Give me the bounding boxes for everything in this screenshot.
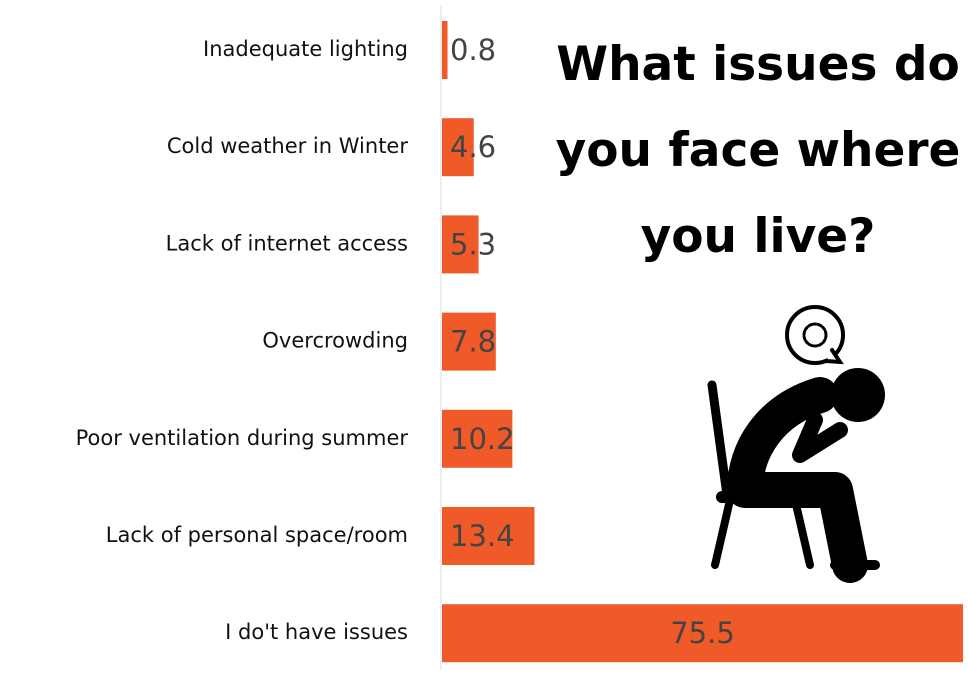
category-label: Overcrowding xyxy=(262,329,408,353)
category-label: Lack of personal space/room xyxy=(106,523,408,547)
value-label: 7.8 xyxy=(450,325,496,359)
bar xyxy=(442,409,513,468)
bar xyxy=(442,604,963,663)
bar xyxy=(442,21,448,79)
value-label: 4.6 xyxy=(450,130,496,164)
chart-title: What issues do you face where you live? xyxy=(555,37,961,264)
value-label: 5.3 xyxy=(450,227,496,261)
category-label: I do't have issues xyxy=(225,620,408,644)
value-label: 13.4 xyxy=(450,519,515,553)
bar xyxy=(442,118,474,177)
bar xyxy=(442,507,535,565)
value-label: 75.5 xyxy=(670,616,735,650)
value-label: 10.2 xyxy=(450,422,515,456)
category-label: Lack of internet access xyxy=(166,231,408,255)
bar xyxy=(442,215,479,274)
worried-person-icon xyxy=(707,305,885,583)
value-label: 0.8 xyxy=(450,33,496,67)
bar xyxy=(442,312,496,371)
category-label: Poor ventilation during summer xyxy=(76,426,409,450)
category-label: Cold weather in Winter xyxy=(167,134,409,158)
category-label: Inadequate lighting xyxy=(203,37,408,61)
